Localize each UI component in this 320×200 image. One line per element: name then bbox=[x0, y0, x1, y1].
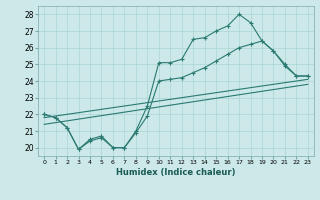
X-axis label: Humidex (Indice chaleur): Humidex (Indice chaleur) bbox=[116, 168, 236, 177]
